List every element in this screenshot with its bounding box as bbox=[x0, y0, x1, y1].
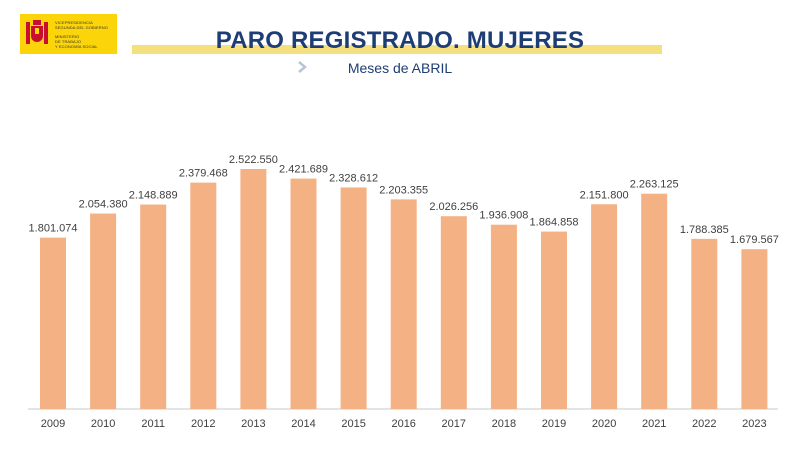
logo-line: MINISTERIO bbox=[55, 33, 80, 39]
data-label-2014: 2.421.689 bbox=[279, 164, 328, 176]
page-subtitle: Meses de ABRIL bbox=[347, 60, 453, 76]
logo-line: SEGUNDA DEL GOBIERNO bbox=[55, 24, 108, 30]
bar-2012 bbox=[190, 182, 217, 409]
data-label-2017: 2.026.256 bbox=[429, 201, 478, 213]
bar-2013 bbox=[240, 169, 267, 409]
bar-2015 bbox=[340, 187, 367, 409]
data-label-2022: 1.788.385 bbox=[680, 224, 729, 236]
x-tick-label-2013: 2013 bbox=[241, 418, 265, 430]
bar-2017 bbox=[440, 216, 467, 409]
data-label-2018: 1.936.908 bbox=[479, 210, 528, 222]
page-title: PARO REGISTRADO. MUJERES bbox=[215, 27, 585, 54]
data-label-2009: 1.801.074 bbox=[29, 223, 78, 235]
data-label-2021: 2.263.125 bbox=[630, 179, 679, 191]
x-tick-label-2021: 2021 bbox=[642, 418, 666, 430]
x-tick-label-2015: 2015 bbox=[341, 418, 365, 430]
bar-2022 bbox=[691, 238, 718, 409]
x-tick-label-2010: 2010 bbox=[91, 418, 115, 430]
bar-2009 bbox=[40, 237, 66, 409]
x-tick-label-2019: 2019 bbox=[542, 418, 566, 430]
x-tick-label-2012: 2012 bbox=[191, 418, 215, 430]
logo-text: VICEPRESIDENCIA SEGUNDA DEL GOBIERNO MIN… bbox=[55, 20, 108, 49]
data-label-2016: 2.203.355 bbox=[379, 184, 428, 196]
government-logo: VICEPRESIDENCIA SEGUNDA DEL GOBIERNO MIN… bbox=[20, 14, 117, 54]
bar-2011 bbox=[140, 204, 167, 409]
data-label-2020: 2.151.800 bbox=[580, 189, 629, 201]
x-tick-label-2016: 2016 bbox=[391, 418, 415, 430]
x-tick-label-2009: 2009 bbox=[41, 418, 65, 430]
x-tick-label-2023: 2023 bbox=[742, 418, 766, 430]
data-label-2023: 1.679.567 bbox=[730, 234, 779, 246]
data-label-2015: 2.328.612 bbox=[329, 172, 378, 184]
data-label-2012: 2.379.468 bbox=[179, 168, 228, 180]
data-label-2019: 1.864.858 bbox=[530, 217, 579, 229]
bar-2014 bbox=[290, 178, 317, 409]
bar-2020 bbox=[591, 204, 618, 409]
bar-2019 bbox=[541, 231, 567, 409]
bar-2023 bbox=[741, 249, 768, 409]
bar-2018 bbox=[490, 224, 517, 409]
bar-2016 bbox=[390, 199, 417, 409]
bar-2010 bbox=[90, 213, 117, 409]
data-label-2010: 2.054.380 bbox=[79, 199, 128, 211]
coat-of-arms-icon bbox=[26, 20, 48, 44]
logo-line: DE TRABAJO bbox=[55, 38, 82, 44]
x-tick-label-2011: 2011 bbox=[141, 418, 165, 430]
logo-line: Y ECONOMÍA SOCIAL bbox=[55, 43, 98, 49]
bar-2021 bbox=[641, 193, 668, 409]
x-tick-label-2022: 2022 bbox=[692, 418, 716, 430]
chevron-right-icon bbox=[298, 61, 307, 73]
x-tick-label-2018: 2018 bbox=[492, 418, 516, 430]
x-tick-label-2020: 2020 bbox=[592, 418, 616, 430]
title-accent-bar bbox=[132, 45, 662, 54]
data-label-2013: 2.522.550 bbox=[229, 154, 278, 166]
x-tick-label-2017: 2017 bbox=[442, 418, 466, 430]
x-tick-label-2014: 2014 bbox=[291, 418, 315, 430]
logo-line: VICEPRESIDENCIA bbox=[55, 19, 93, 25]
data-label-2011: 2.148.889 bbox=[129, 190, 178, 202]
